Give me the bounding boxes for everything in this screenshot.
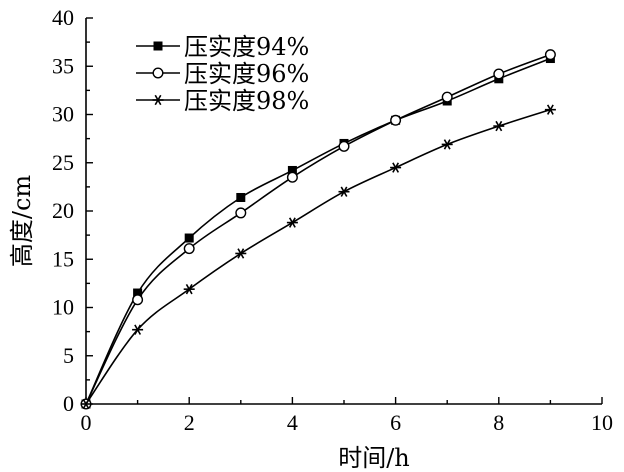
data-point (152, 67, 164, 79)
legend-label: 压实度98% (184, 87, 309, 115)
x-tick-label: 10 (591, 410, 613, 435)
data-point (544, 104, 556, 115)
x-tick-label: 4 (287, 410, 298, 435)
series-layer (80, 49, 556, 410)
axes: 0 5 10 15 20 25 30 35 40 0 2 4 6 8 10 (52, 5, 613, 435)
x-tick-label: 8 (493, 410, 504, 435)
data-point (441, 91, 453, 103)
data-point (80, 398, 92, 410)
x-tick-label: 0 (81, 410, 92, 435)
data-point (133, 288, 143, 298)
data-point (184, 233, 194, 243)
asterisk-stroke (340, 186, 348, 197)
data-point (493, 68, 505, 80)
y-tick-label: 35 (52, 53, 74, 78)
data-point (286, 217, 298, 228)
series-line (85, 57, 551, 405)
asterisk-stroke (443, 139, 451, 150)
asterisk-stroke (134, 324, 142, 335)
x-axis-title: 时间/h (338, 444, 410, 472)
data-point (152, 94, 164, 106)
data-point (235, 207, 247, 219)
data-point (132, 294, 144, 306)
legend: 压实度94%压实度96%压实度98% (136, 33, 309, 115)
y-tick-label: 5 (63, 343, 74, 368)
asterisk-stroke (546, 104, 554, 115)
data-point (183, 283, 195, 295)
data-point (286, 171, 298, 183)
data-point (236, 192, 246, 202)
asterisk-stroke (154, 94, 162, 106)
asterisk-stroke (82, 398, 90, 410)
series-line (85, 53, 551, 405)
data-point (390, 114, 402, 126)
asterisk-stroke (495, 120, 503, 132)
data-point (493, 120, 505, 132)
y-tick-label: 15 (52, 246, 74, 271)
data-point (235, 248, 247, 259)
data-point (338, 186, 350, 197)
y-tick-label: 40 (52, 5, 74, 30)
y-tick-label: 10 (52, 295, 74, 320)
legend-item-2: 压实度96% (136, 60, 309, 88)
series-3 (80, 104, 556, 410)
asterisk-stroke (185, 283, 193, 295)
y-tick-label: 0 (63, 391, 74, 416)
data-point (287, 165, 297, 175)
data-point (132, 324, 144, 335)
data-point (153, 41, 163, 51)
legend-item-1: 压实度94% (136, 33, 309, 61)
legend-item-3: 压实度98% (136, 87, 309, 115)
y-tick-label: 20 (52, 198, 74, 223)
series-1 (81, 54, 555, 409)
asterisk-stroke (392, 162, 400, 173)
legend-label: 压实度96% (184, 60, 309, 88)
data-point (338, 140, 350, 152)
series-2 (80, 49, 556, 410)
asterisk-stroke (288, 217, 296, 228)
y-tick-label: 30 (52, 102, 74, 127)
data-point (390, 162, 402, 173)
y-axis-title: 高度/cm (8, 175, 36, 268)
data-point (441, 139, 453, 150)
data-point (544, 49, 556, 61)
y-tick-label: 25 (52, 150, 74, 175)
x-tick-label: 6 (390, 410, 401, 435)
asterisk-stroke (237, 248, 245, 259)
x-tick-label: 2 (184, 410, 195, 435)
legend-label: 压实度94% (184, 33, 309, 61)
data-point (183, 243, 195, 255)
series-line (85, 108, 551, 405)
